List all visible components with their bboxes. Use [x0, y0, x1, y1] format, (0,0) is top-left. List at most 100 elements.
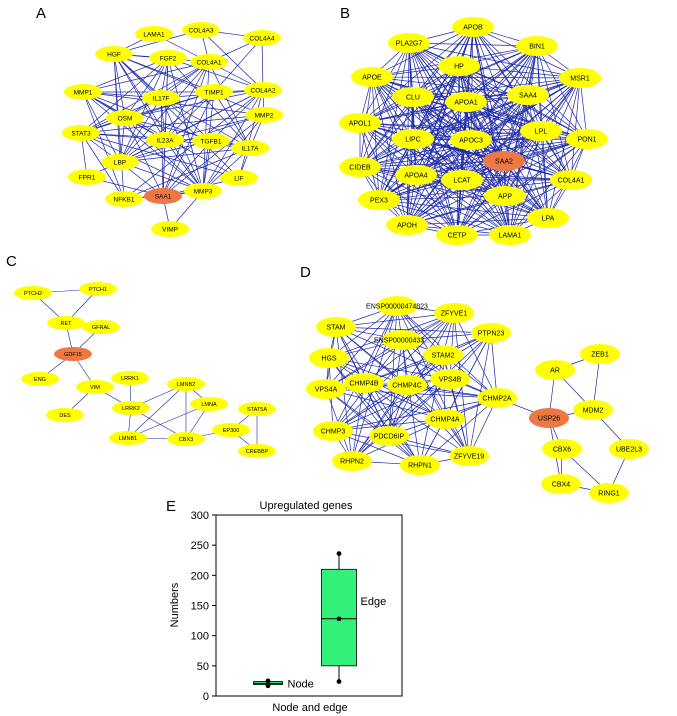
node-shape	[149, 50, 187, 66]
y-axis-label: Numbers	[169, 582, 181, 627]
mean-marker	[337, 616, 341, 621]
node-lipc: LIPC	[392, 129, 434, 149]
node-label: GFRAL	[92, 325, 110, 331]
node-label: ENSP00000474823	[366, 303, 428, 310]
node-vimp: VIMP	[151, 221, 189, 237]
edge	[359, 122, 408, 226]
node-label: CHMP2A	[482, 395, 512, 402]
edge	[363, 305, 398, 384]
edge	[210, 89, 264, 142]
node-shape	[79, 282, 117, 296]
node-fpr1: FPR1	[68, 169, 106, 185]
node-shape	[386, 215, 428, 235]
edge	[124, 89, 264, 119]
node-usp26: USP26	[529, 408, 569, 428]
y-tick-label: 0	[203, 691, 209, 703]
edge	[378, 101, 467, 201]
panel-c-nodes: PTCH2 PTCH1 RET GFRAL GDF15 ENG VIM DES LRRK1 LRR…	[14, 282, 276, 458]
node-stam2: STAM2	[423, 345, 463, 365]
edge	[332, 397, 498, 432]
node-label: FPR1	[79, 174, 96, 181]
node-label: VIMP	[162, 226, 178, 233]
node-saa4: SAA4	[507, 85, 549, 105]
node-label: LBP	[114, 159, 126, 166]
node-shape	[212, 423, 250, 437]
edge	[335, 326, 421, 466]
edge	[359, 122, 542, 132]
edge	[461, 45, 538, 181]
hub-node-shape	[144, 188, 182, 204]
node-label: EP300	[223, 428, 240, 434]
node-shape	[142, 90, 180, 106]
node-shape	[527, 208, 569, 228]
node-nfkb1: NFKB1	[105, 191, 143, 207]
node-shape	[245, 107, 283, 123]
node-label: PLA2G7	[396, 40, 423, 47]
node-tgfb1: TGFB1	[192, 133, 230, 149]
node-shape	[550, 170, 592, 190]
edge	[328, 357, 446, 420]
nodes-layer: LAMA1 COL4A3 COL4A4 HGF FGF2 COL4A1 MMP1 IL17F T…	[14, 17, 649, 503]
node-ep300: EP300	[212, 423, 250, 437]
edge	[415, 174, 458, 236]
edge	[540, 130, 549, 219]
edge	[570, 77, 581, 181]
edge	[412, 138, 506, 197]
edge	[415, 101, 467, 176]
edge	[378, 195, 506, 201]
node-label: SAA1	[155, 193, 172, 200]
node-shape	[471, 323, 511, 343]
edge	[371, 76, 414, 140]
node-shape	[344, 373, 384, 393]
node-col4a1: COL4A1	[550, 170, 592, 190]
edge	[408, 42, 463, 181]
edge	[119, 61, 210, 163]
node-pex3: PEX3	[358, 190, 400, 210]
node-shape	[195, 84, 233, 100]
node-label: COL4A2	[251, 87, 276, 94]
node-app: APP	[484, 186, 526, 206]
box-edge: Edge	[321, 551, 386, 684]
edge	[504, 138, 588, 197]
box-node: Node	[253, 678, 314, 690]
y-tick-label: 50	[197, 661, 209, 673]
node-shape	[243, 30, 281, 46]
node-label: CLU	[406, 94, 420, 101]
node-label: LMNA	[201, 402, 217, 408]
node-shape	[589, 483, 629, 503]
node-shape	[541, 474, 581, 494]
node-label: CREBBP	[246, 449, 269, 455]
y-tick-label: 100	[191, 631, 209, 643]
edge	[406, 138, 588, 226]
node-shape	[450, 130, 492, 150]
node-apoc3: APOC3	[450, 130, 492, 150]
node-rhpn1: RHPN1	[400, 455, 440, 475]
node-shape	[101, 154, 139, 170]
node-crebbp: CREBBP	[238, 444, 276, 458]
panel-b-letter: B	[340, 5, 350, 22]
mean-marker	[266, 681, 270, 686]
node-shape	[445, 92, 487, 112]
node-apoh: APOH	[386, 215, 428, 235]
node-label: ENSP00000433...	[374, 337, 430, 344]
node-col4a3: COL4A3	[182, 22, 220, 38]
edge	[503, 77, 581, 162]
node-label: HP	[454, 63, 464, 70]
node-ret: RET	[47, 316, 85, 330]
node-shape	[167, 377, 205, 391]
node-label: PON1	[577, 136, 596, 143]
node-lmnb2: LMNB2	[167, 377, 205, 391]
node-gdf15: GDF15	[54, 347, 92, 361]
edge	[579, 77, 588, 140]
edge	[162, 91, 215, 197]
node-mdm2: MDM2	[573, 400, 613, 420]
edge	[351, 382, 365, 462]
node-shape	[244, 82, 282, 98]
node-ring1: RING1	[589, 483, 629, 503]
series-label: Node	[288, 678, 314, 690]
edge	[401, 339, 470, 457]
node-shape	[105, 191, 143, 207]
node-il17a: IL17A	[231, 140, 269, 156]
node-shape	[452, 17, 494, 37]
node-label: DES	[59, 413, 71, 419]
